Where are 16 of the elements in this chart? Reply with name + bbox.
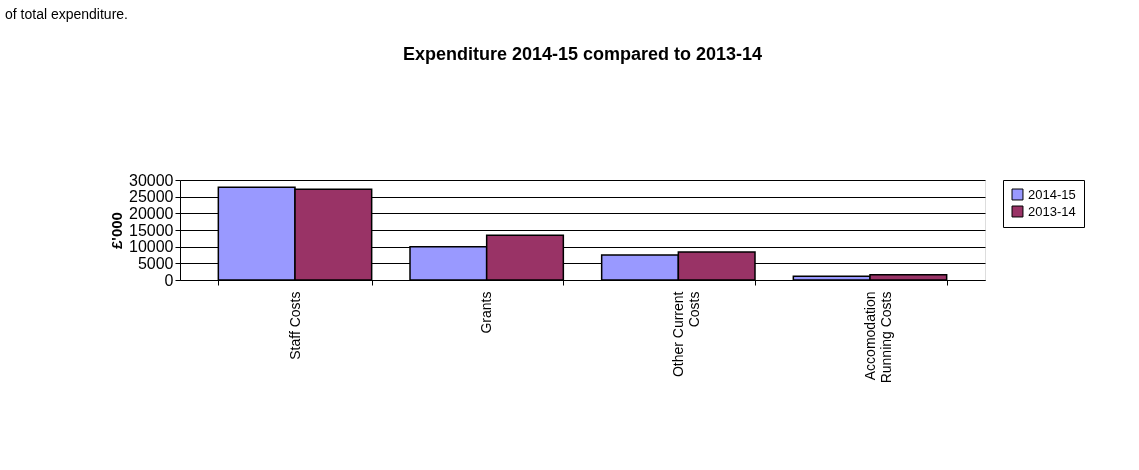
y-tick-label: 20000: [129, 204, 174, 222]
y-tick-label: 0: [164, 271, 174, 289]
text: of total expenditure.: [5, 6, 128, 22]
y-tick-label: 30000: [129, 171, 174, 189]
x-tick-label: Other Current Costs: [669, 291, 702, 378]
x-tick-label: Staff Costs: [286, 291, 303, 360]
chart-title: Expenditure 2014-15 compared to 2013-14: [402, 44, 763, 64]
x-tick-label: Accomodation Running Costs: [861, 291, 894, 384]
x-tick-label: Grants: [478, 291, 495, 334]
y-tick-label: 5000: [137, 254, 174, 272]
legend-label: 2014-15: [1028, 186, 1076, 202]
y-tick-label: 10000: [129, 238, 174, 256]
legend-label: 2013-14: [1028, 203, 1076, 219]
y-tick-label: 25000: [129, 188, 174, 206]
y-axis-title: £'000: [108, 212, 126, 249]
y-tick-label: 15000: [129, 221, 174, 239]
